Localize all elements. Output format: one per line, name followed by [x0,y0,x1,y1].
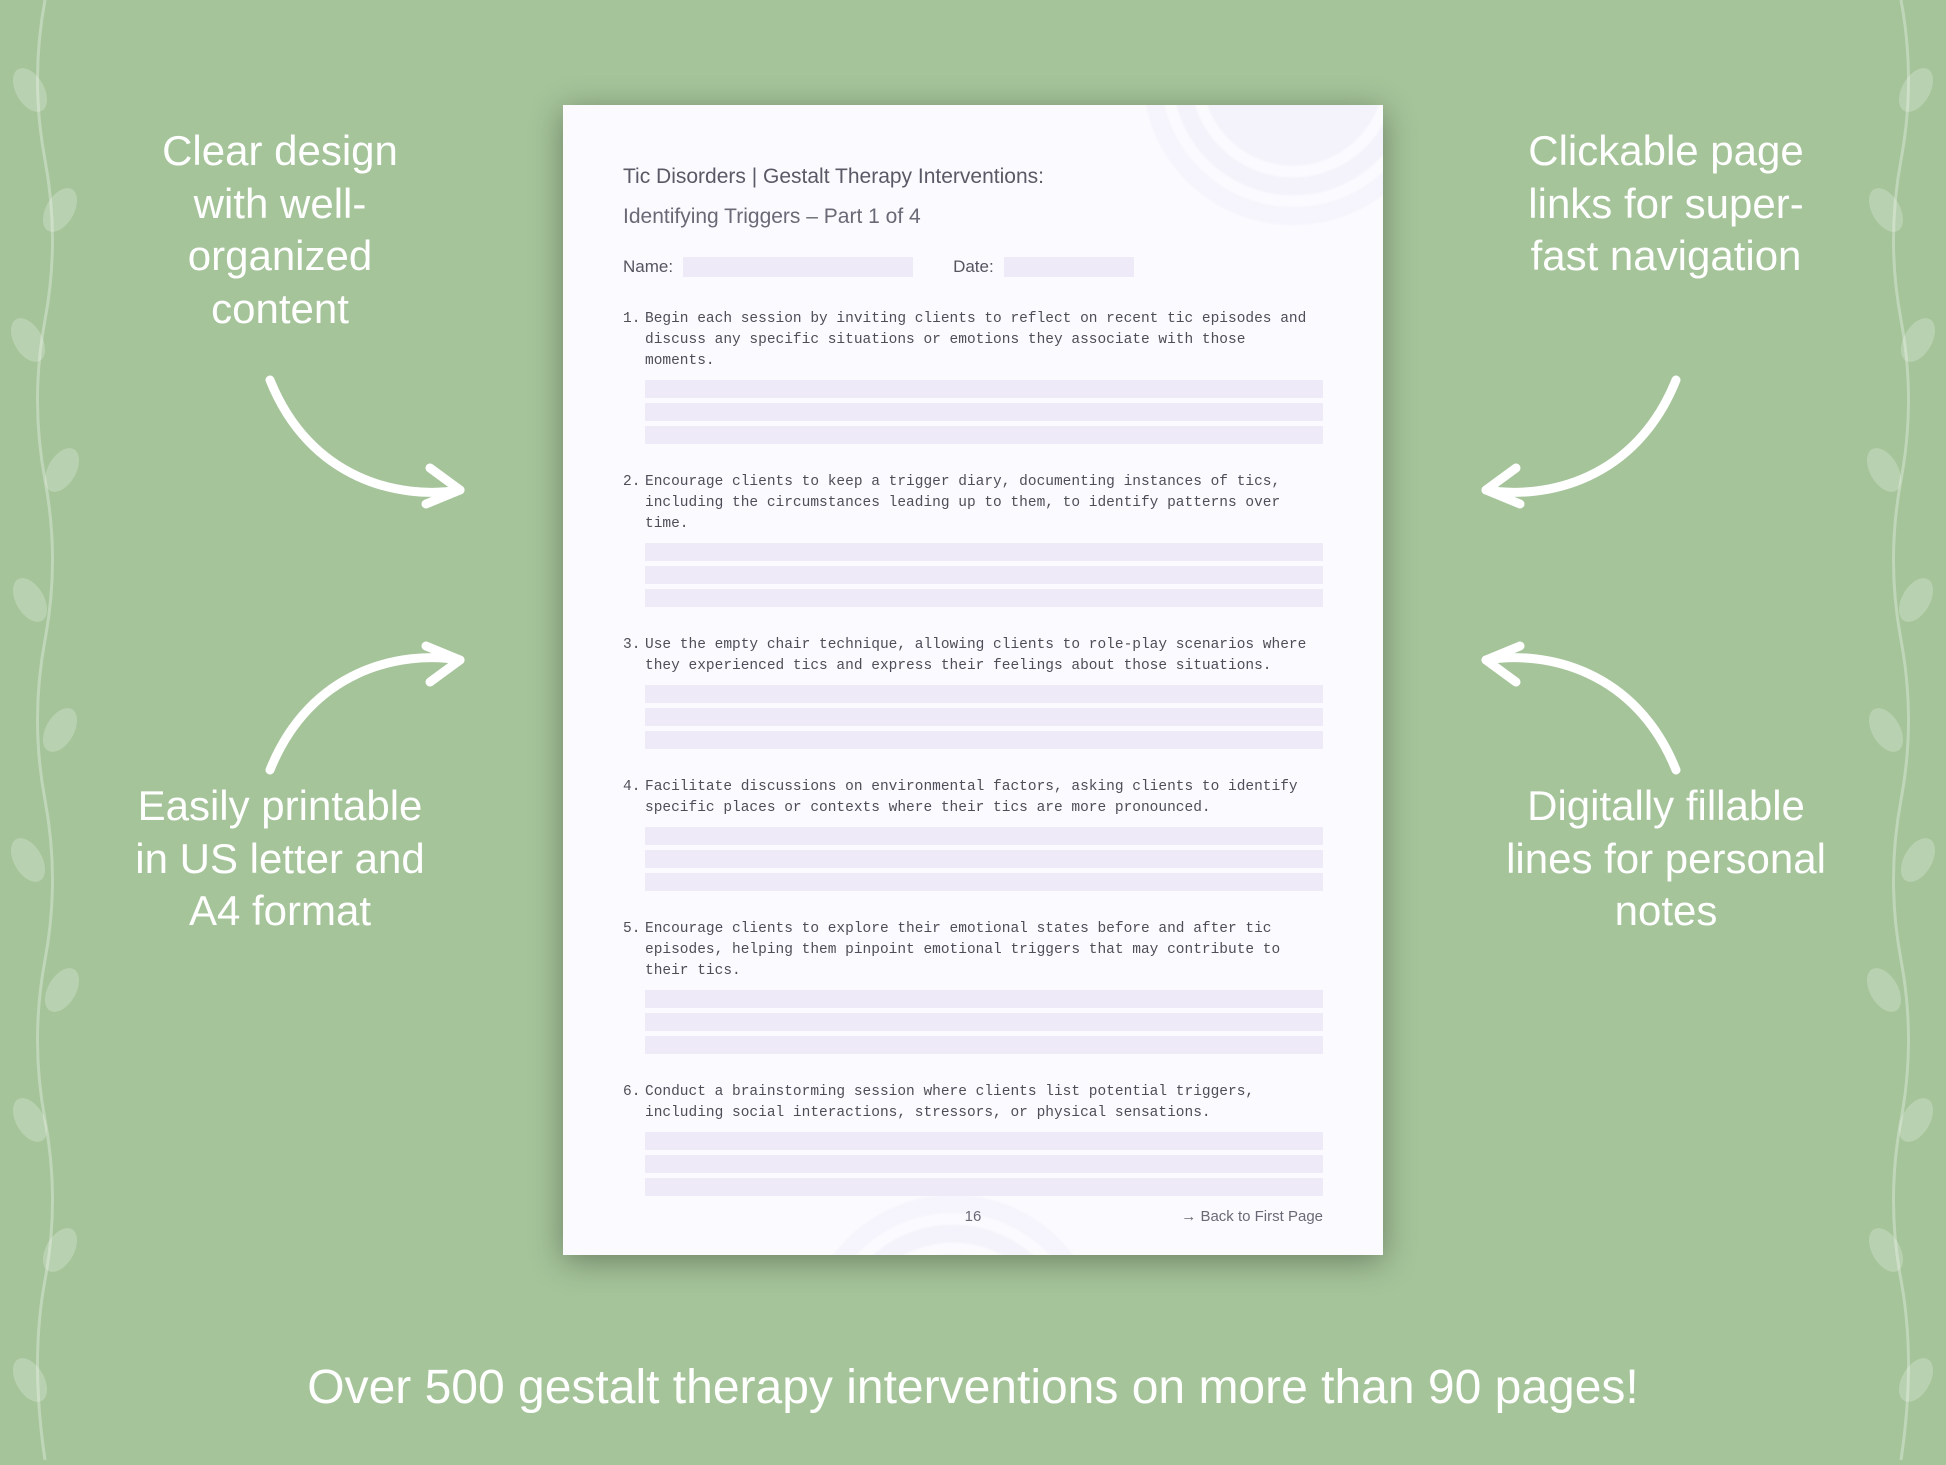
back-to-first-link[interactable]: → Back to First Page [1181,1208,1323,1225]
item-text: Encourage clients to explore their emoti… [645,919,1319,982]
fill-lines [645,543,1323,607]
fill-line[interactable] [645,1132,1323,1150]
callout-top-right: Clickable page links for super-fast navi… [1506,125,1826,283]
list-item: 4.Facilitate discussions on environmenta… [623,777,1323,891]
fill-line[interactable] [645,543,1323,561]
decorative-vine-left [0,0,90,1460]
fill-line[interactable] [645,990,1323,1008]
fill-line[interactable] [645,827,1323,845]
fill-lines [645,685,1323,749]
item-text: Conduct a brainstorming session where cl… [645,1082,1319,1124]
arrow-top-right [1466,370,1696,525]
list-item: 5.Encourage clients to explore their emo… [623,919,1323,1054]
fill-line[interactable] [645,1036,1323,1054]
fill-lines [645,827,1323,891]
fill-lines [645,1132,1323,1196]
arrow-bottom-right [1466,630,1696,785]
item-number: 1. [623,309,645,330]
fill-lines [645,990,1323,1054]
arrow-bottom-left [250,630,480,785]
item-text: Use the empty chair technique, allowing … [645,635,1319,677]
fill-line[interactable] [645,403,1323,421]
page-number: 16 [965,1208,982,1225]
date-label: Date: [953,257,994,277]
document-page: Tic Disorders | Gestalt Therapy Interven… [563,105,1383,1255]
name-label: Name: [623,257,673,277]
fill-line[interactable] [645,685,1323,703]
item-list: 1.Begin each session by inviting clients… [623,309,1323,1196]
date-input[interactable] [1004,257,1134,277]
item-text: Begin each session by inviting clients t… [645,309,1319,372]
fill-line[interactable] [645,1155,1323,1173]
list-item: 3.Use the empty chair technique, allowin… [623,635,1323,749]
decorative-vine-right [1856,0,1946,1460]
fill-lines [645,380,1323,444]
item-number: 4. [623,777,645,798]
item-number: 5. [623,919,645,940]
fill-line[interactable] [645,566,1323,584]
document-subtitle: Identifying Triggers – Part 1 of 4 [623,205,1323,229]
item-number: 2. [623,472,645,493]
callout-bottom-right: Digitally fillable lines for personal no… [1506,780,1826,938]
document-title: Tic Disorders | Gestalt Therapy Interven… [623,165,1323,189]
item-number: 3. [623,635,645,656]
name-input[interactable] [683,257,913,277]
fill-line[interactable] [645,850,1323,868]
callout-bottom-left: Easily printable in US letter and A4 for… [120,780,440,938]
list-item: 6.Conduct a brainstorming session where … [623,1082,1323,1196]
fill-line[interactable] [645,380,1323,398]
item-number: 6. [623,1082,645,1103]
fill-line[interactable] [645,426,1323,444]
item-text: Encourage clients to keep a trigger diar… [645,472,1319,535]
tagline: Over 500 gestalt therapy interventions o… [0,1360,1946,1415]
fill-line[interactable] [645,708,1323,726]
fill-line[interactable] [645,589,1323,607]
list-item: 1.Begin each session by inviting clients… [623,309,1323,444]
arrow-top-left [250,370,480,525]
callout-top-left: Clear design with well-organized content [120,125,440,335]
fill-line[interactable] [645,873,1323,891]
fill-line[interactable] [645,1178,1323,1196]
item-text: Facilitate discussions on environmental … [645,777,1319,819]
fill-line[interactable] [645,731,1323,749]
fill-line[interactable] [645,1013,1323,1031]
list-item: 2.Encourage clients to keep a trigger di… [623,472,1323,607]
